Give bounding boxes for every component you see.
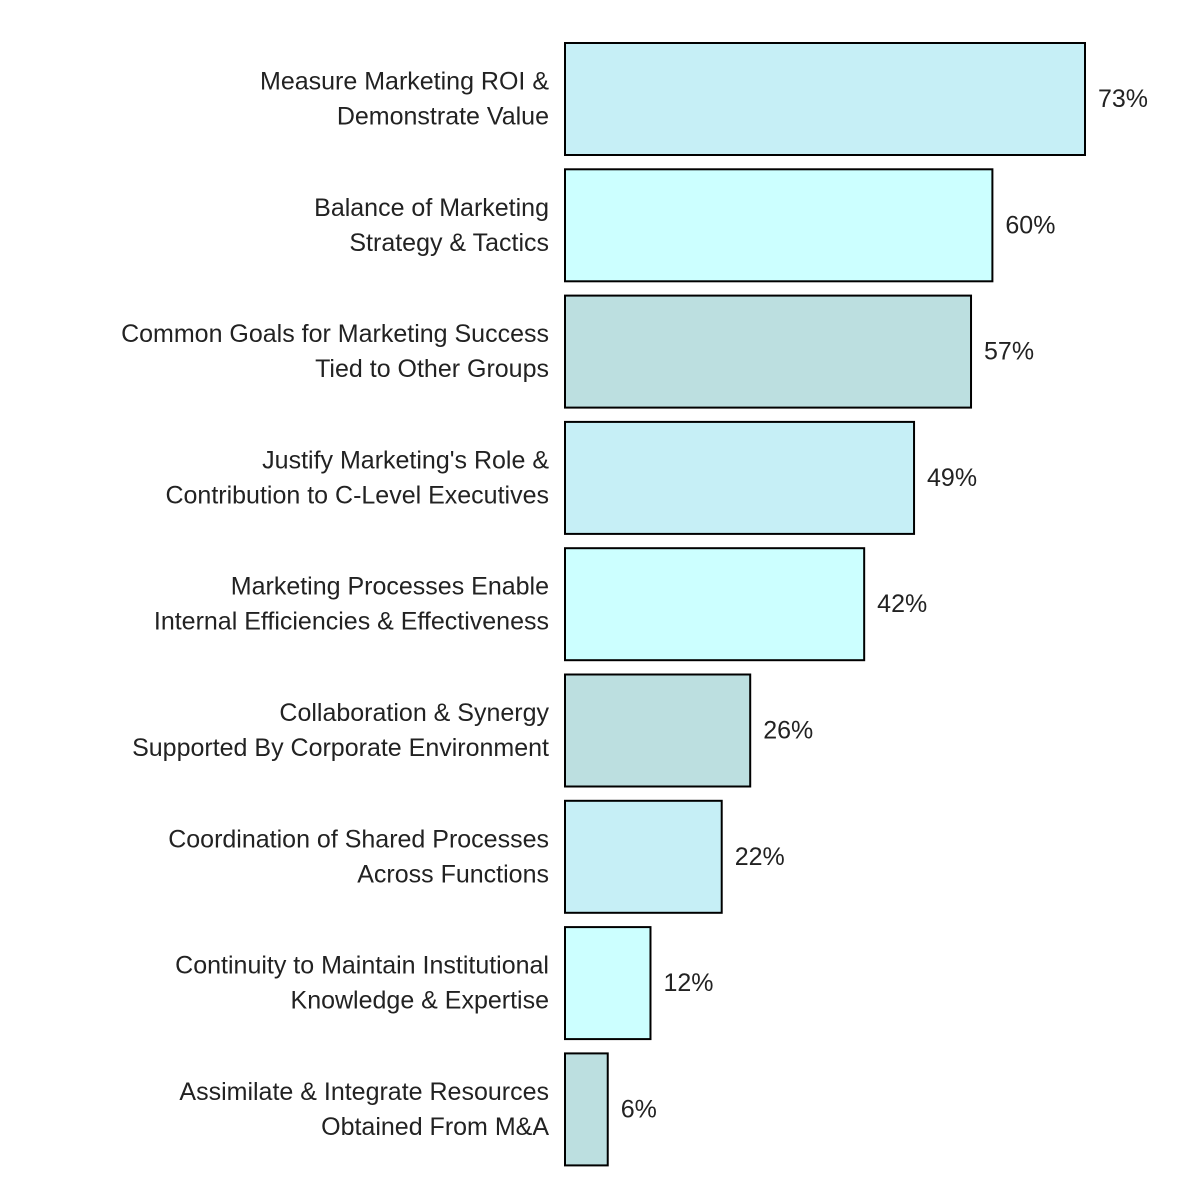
category-label: Tied to Other Groups (315, 355, 549, 383)
category-label: Continuity to Maintain Institutional (175, 952, 549, 980)
category-label: Demonstrate Value (337, 103, 549, 131)
category-label: Internal Efficiencies & Effectiveness (154, 608, 549, 636)
category-label: Strategy & Tactics (349, 229, 549, 257)
bars-layer (564, 42, 1086, 1167)
category-label: Knowledge & Expertise (291, 987, 549, 1015)
value-label: 49% (927, 464, 977, 492)
bar (564, 799, 723, 914)
value-label: 12% (663, 969, 713, 997)
bar (564, 168, 994, 283)
value-label: 26% (763, 717, 813, 745)
bar (564, 420, 916, 535)
bar (564, 42, 1086, 156)
bar (564, 926, 652, 1041)
bar (564, 1052, 609, 1167)
category-label: Collaboration & Synergy (279, 699, 549, 727)
category-label: Justify Marketing's Role & (262, 446, 549, 474)
value-labels-layer: 73% 60% 57% 49% 42% 26% 22% 12% 6% (621, 85, 1148, 1123)
category-label: Obtained From M&A (321, 1113, 549, 1141)
category-label: Marketing Processes Enable (231, 573, 549, 601)
value-label: 60% (1005, 211, 1055, 239)
category-label: Across Functions (357, 860, 549, 888)
category-label: Measure Marketing ROI & (260, 68, 549, 96)
category-labels-layer: Measure Marketing ROI & Demonstrate Value… (121, 68, 549, 1141)
category-label: Common Goals for Marketing Success (121, 320, 549, 348)
value-label: 6% (621, 1095, 657, 1123)
category-label: Balance of Marketing (314, 194, 549, 222)
bar (564, 673, 752, 788)
value-label: 42% (877, 590, 927, 618)
bar (564, 294, 973, 409)
category-label: Supported By Corporate Environment (132, 734, 549, 762)
value-label: 73% (1098, 85, 1148, 113)
category-label: Assimilate & Integrate Resources (179, 1078, 549, 1106)
value-label: 22% (735, 843, 785, 871)
value-label: 57% (984, 338, 1034, 366)
category-label: Coordination of Shared Processes (168, 825, 549, 853)
category-label: Contribution to C-Level Executives (165, 481, 549, 509)
bar (564, 547, 866, 662)
